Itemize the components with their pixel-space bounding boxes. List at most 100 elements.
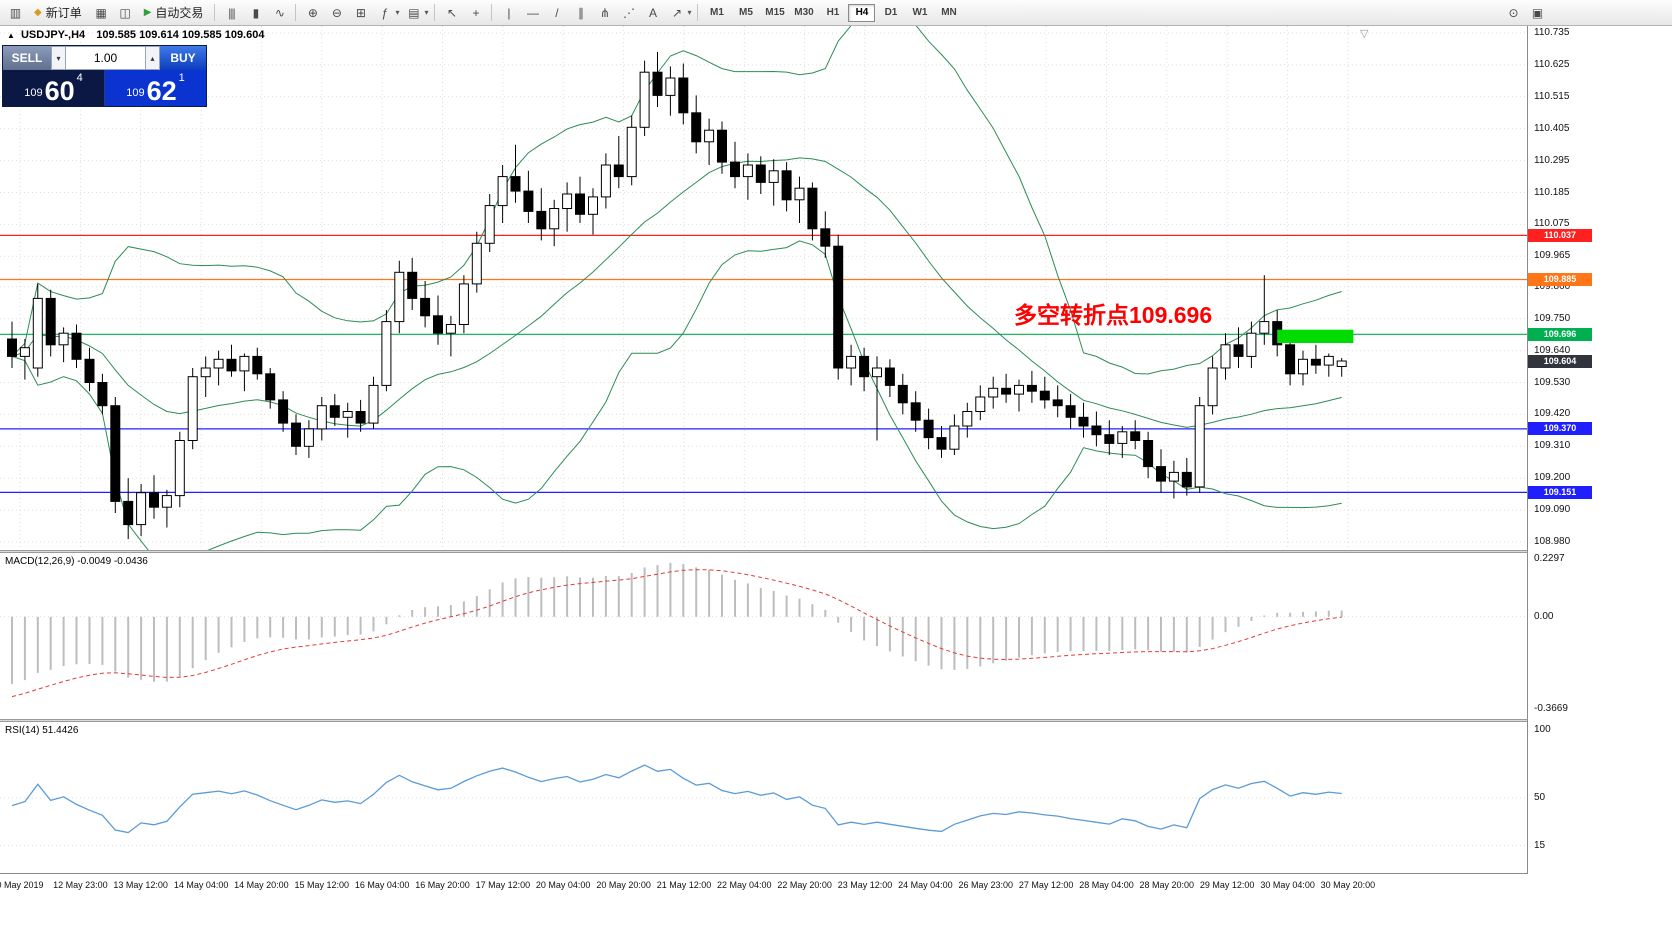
sell-price[interactable]: 109 60 4	[3, 70, 105, 106]
autotrading-button[interactable]: ▶ 自动交易	[138, 3, 210, 23]
timeframe-h4-button[interactable]: H4	[848, 3, 876, 22]
time-axis-label: 28 May 20:00	[1139, 880, 1195, 890]
new-order-button-label: 新订单	[45, 6, 82, 20]
toolbar-separator	[434, 4, 436, 21]
trendline-icon[interactable]: /	[555, 5, 558, 20]
price-axis[interactable]: 110.735 110.625 110.515 110.405 110.295 110.1…	[1527, 26, 1672, 874]
templates-icon[interactable]: ▤	[408, 5, 419, 20]
indicators-icon[interactable]: ƒ	[381, 5, 389, 20]
sell-button[interactable]: SELL	[3, 46, 51, 70]
price-axis-label: 110.185	[1534, 186, 1570, 198]
horizontal-line-icon[interactable]: —	[526, 5, 539, 20]
time-axis-label: 20 May 20:00	[596, 880, 651, 890]
panels-icon[interactable]: ▣	[1531, 5, 1543, 20]
timeframe-m30-button[interactable]: M30	[794, 7, 814, 18]
panel-separator[interactable]	[0, 550, 1672, 553]
current-price-tag: 109.604	[1528, 354, 1592, 368]
symbol-ohlc-values: 109.585 109.614 109.585 109.604	[96, 29, 265, 41]
level-price-tag: 110.037	[1528, 228, 1592, 242]
zoom-in-icon[interactable]: ⊕	[307, 5, 318, 20]
time-axis-label: 17 May 12:00	[475, 880, 531, 890]
tile-windows-icon[interactable]: ⊞	[355, 5, 366, 20]
timeframe-m15-button[interactable]: M15	[765, 7, 785, 18]
price-axis-label: 110.295	[1534, 154, 1570, 166]
symbol-triangle-icon: ▲	[7, 31, 15, 40]
time-axis-label: 20 May 04:00	[535, 880, 591, 890]
volume-input[interactable]: 1.00	[66, 46, 145, 70]
time-axis-label: 16 May 20:00	[415, 880, 470, 890]
autotrading-button-label: 自动交易	[155, 6, 204, 20]
bar-chart-type-icon[interactable]: |||	[228, 5, 235, 20]
price-axis-label: 109.200	[1534, 472, 1571, 484]
macd-indicator-label: MACD(12,26,9) -0.0049 -0.0436	[5, 556, 148, 567]
toolbar-separator	[491, 4, 493, 21]
buy-button[interactable]: BUY	[160, 46, 206, 70]
diamond-icon: ◆	[34, 7, 42, 18]
candlestick-chart[interactable]	[0, 26, 1527, 550]
timeframe-m1-button[interactable]: M1	[710, 7, 724, 18]
buy-price-big: 62	[146, 76, 177, 107]
dropdown-caret-icon[interactable]: ▾	[395, 8, 400, 17]
time-axis-label: 14 May 04:00	[173, 880, 229, 890]
zoom-out-icon[interactable]: ⊖	[331, 5, 342, 20]
panel-separator[interactable]	[0, 719, 1672, 722]
chart-shift-marker[interactable]: ▽	[1360, 28, 1369, 40]
time-axis-label: 22 May 20:00	[777, 880, 832, 890]
time-axis-label: 26 May 23:00	[958, 880, 1014, 890]
magnifier-icon[interactable]: ⊙	[1508, 5, 1518, 20]
trade-panel-prices: 109 60 4 109 62 1	[3, 70, 206, 106]
toolbar-separator	[214, 4, 216, 21]
andrews-pitchfork-icon[interactable]: ⋔	[599, 5, 610, 20]
fibonacci-icon[interactable]: ⋰	[622, 5, 635, 20]
vertical-line-icon[interactable]: |	[507, 5, 510, 20]
timeframe-d1-button[interactable]: D1	[884, 7, 898, 18]
level-price-tag: 109.696	[1528, 327, 1592, 341]
timeframe-w1-button[interactable]: W1	[912, 7, 928, 18]
crosshair-icon[interactable]: +	[472, 5, 479, 20]
dropdown-caret-icon[interactable]: ▾	[687, 8, 692, 17]
profiles-icon[interactable]: ◫	[119, 5, 131, 20]
time-axis[interactable]: 0 May 2019 12 May 23:00 13 May 12:00 14 May…	[0, 873, 1527, 899]
symbol-name: USDJPY-,H4	[20, 29, 86, 41]
price-axis-label: 109.860	[1534, 280, 1571, 292]
level-price-tag: 109.885	[1528, 273, 1592, 286]
cursor-icon[interactable]: ↖	[446, 5, 457, 20]
rsi-chart[interactable]	[0, 722, 1527, 873]
new-order-button[interactable]: ◆ 新订单	[28, 3, 88, 23]
buy-price-sup: 1	[178, 72, 185, 84]
chart-annotation-text: 多空转折点109.696	[1014, 302, 1213, 328]
macd-axis-label: 0.2297	[1534, 553, 1565, 564]
chart-window: ▲ USDJPY-,H4 109.585 109.614 109.585 109…	[0, 26, 1672, 952]
rsi-axis-label: 15	[1534, 839, 1546, 851]
time-axis-label: 30 May 04:00	[1260, 880, 1315, 890]
time-axis-label: 15 May 12:00	[294, 880, 350, 890]
macd-axis-label: -0.3669	[1534, 703, 1568, 714]
charts-icon[interactable]: ▦	[95, 5, 107, 20]
buy-price[interactable]: 109 62 1	[105, 70, 206, 106]
time-axis-label: 0 May 2019	[0, 880, 44, 890]
time-axis-label: 29 May 12:00	[1199, 880, 1255, 890]
rsi-axis-label: 50	[1534, 792, 1546, 803]
price-axis-label: 110.405	[1534, 122, 1570, 134]
price-axis-label: 109.965	[1534, 250, 1571, 262]
macd-chart[interactable]	[0, 553, 1527, 719]
line-chart-type-icon[interactable]: ∿	[274, 5, 285, 20]
timeframe-m5-button[interactable]: M5	[739, 7, 753, 18]
level-price-tag: 109.370	[1528, 422, 1592, 436]
equidistant-channel-icon[interactable]: ∥	[577, 5, 584, 20]
toolbar: ▥ ◆ 新订单 ▦ ◫ ▶ 自动交易 ||| ▮ ∿ ⊕ ⊖ ⊞ ƒ ▾ ▤ ▾ ↖ + | — / ∥ ⋔ ⋰ A ↗ ▾ M1 M5 M…	[0, 0, 1672, 26]
time-axis-label: 22 May 04:00	[717, 880, 772, 890]
time-axis-label: 16 May 04:00	[354, 880, 410, 890]
level-price-tag: 109.151	[1528, 485, 1592, 499]
dropdown-caret-icon[interactable]: ▾	[424, 8, 429, 17]
arrow-objects-icon[interactable]: ↗	[671, 5, 682, 20]
sell-price-small: 109	[24, 87, 43, 99]
candlestick-type-icon[interactable]: ▮	[252, 5, 260, 20]
price-axis-label: 109.640	[1534, 344, 1571, 356]
timeframe-mn-button[interactable]: MN	[941, 7, 957, 18]
timeframe-h1-button[interactable]: H1	[826, 7, 840, 18]
volume-decrease-button[interactable]: ▾	[51, 46, 66, 70]
new-chart-icon[interactable]: ▥	[9, 5, 21, 20]
volume-increase-button[interactable]: ▴	[145, 46, 160, 70]
text-label-icon[interactable]: A	[648, 5, 657, 20]
